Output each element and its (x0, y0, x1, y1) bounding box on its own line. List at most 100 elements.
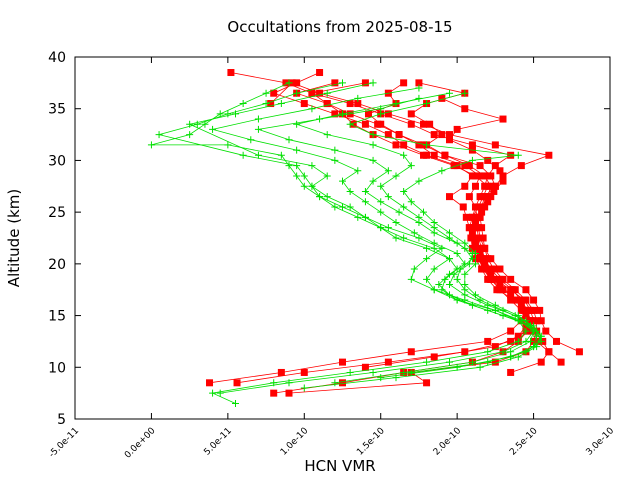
x-tick-label: 3.0e-10 (585, 426, 617, 458)
data-point-plus (377, 208, 385, 216)
x-tick-label: 5.0e-11 (202, 426, 234, 458)
data-point-square (206, 379, 214, 387)
data-point-plus (384, 193, 392, 201)
data-point-square (507, 337, 515, 345)
data-point-square (491, 141, 499, 149)
data-point-plus (514, 337, 522, 345)
data-point-plus (369, 368, 377, 376)
data-point-square (339, 358, 346, 366)
data-point-plus (377, 224, 385, 232)
data-point-square (471, 244, 479, 252)
data-point-plus (476, 296, 484, 304)
data-point-plus (407, 368, 415, 376)
data-point-square (462, 213, 470, 221)
data-point-square (491, 182, 499, 190)
data-point-plus (323, 193, 331, 201)
data-point-plus (254, 151, 262, 159)
data-point-square (491, 343, 499, 351)
data-point-square (293, 79, 301, 87)
data-point-plus (339, 177, 346, 185)
profile-line (236, 82, 531, 384)
data-point-square (514, 332, 522, 340)
data-point-square (522, 296, 530, 304)
data-point-plus (423, 358, 431, 366)
data-point-plus (300, 172, 308, 180)
data-point-plus (410, 265, 418, 273)
data-point-square (392, 141, 400, 149)
data-point-square (517, 306, 525, 314)
profile-line (212, 87, 542, 378)
data-point-plus (415, 177, 423, 185)
data-point-square (499, 172, 507, 180)
data-point-square (364, 110, 372, 118)
data-point-square (487, 182, 495, 190)
data-point-plus (193, 120, 201, 128)
x-tick-label: 1.0e-10 (279, 426, 311, 458)
data-point-plus (232, 110, 239, 118)
data-point-square (481, 244, 489, 252)
data-point-plus (461, 239, 469, 247)
data-point-square (471, 224, 479, 232)
data-point-plus (384, 167, 392, 175)
data-point-plus (537, 337, 545, 345)
data-point-plus (491, 301, 499, 309)
data-point-plus (407, 198, 415, 206)
data-point-square (522, 312, 530, 320)
data-point-plus (423, 275, 431, 283)
data-point-plus (346, 203, 354, 211)
data-point-square (323, 100, 331, 108)
data-point-square (476, 172, 484, 180)
data-point-square (354, 100, 362, 108)
y-tick-label: 10 (48, 360, 66, 376)
data-point-plus (369, 141, 377, 149)
data-point-plus (354, 167, 362, 175)
data-point-plus (400, 187, 408, 195)
data-point-plus (285, 136, 293, 144)
data-point-plus (247, 136, 255, 144)
data-point-plus (461, 89, 469, 97)
data-point-plus (468, 255, 476, 263)
data-point-plus (456, 265, 464, 273)
x-tick-label: -5.0e-11 (47, 426, 81, 460)
data-point-plus (446, 291, 453, 299)
data-point-square (446, 193, 453, 201)
data-point-plus (331, 146, 339, 154)
data-point-plus (377, 374, 385, 382)
data-point-plus (285, 379, 293, 387)
data-point-square (400, 141, 408, 149)
data-point-square (496, 167, 504, 175)
data-point-square (478, 208, 486, 216)
data-point-plus (323, 89, 331, 97)
data-point-plus (392, 218, 400, 226)
data-point-plus (533, 332, 541, 340)
data-point-square (476, 250, 484, 258)
data-point-plus (369, 131, 377, 139)
data-point-square (331, 79, 339, 87)
data-point-square (426, 120, 434, 128)
data-point-square (499, 115, 507, 123)
data-point-square (465, 224, 473, 232)
data-point-square (496, 281, 504, 289)
data-point-square (450, 162, 458, 170)
data-point-square (300, 368, 308, 376)
data-point-plus (476, 363, 484, 371)
data-point-square (384, 110, 392, 118)
data-point-plus (471, 260, 479, 268)
chart-title: Occultations from 2025-08-15 (227, 18, 452, 36)
data-point-plus (446, 281, 453, 289)
data-point-square (446, 131, 453, 139)
profile-line (188, 82, 535, 384)
data-point-square (277, 368, 285, 376)
data-point-plus (361, 213, 369, 221)
data-point-square (507, 296, 515, 304)
data-point-square (479, 234, 487, 242)
data-point-square (430, 131, 438, 139)
data-point-plus (441, 275, 449, 283)
data-point-square (496, 286, 504, 294)
data-point-plus (262, 89, 270, 97)
data-point-plus (514, 151, 522, 159)
data-point-square (517, 301, 525, 309)
data-point-square (267, 100, 275, 108)
data-point-plus (423, 244, 431, 252)
